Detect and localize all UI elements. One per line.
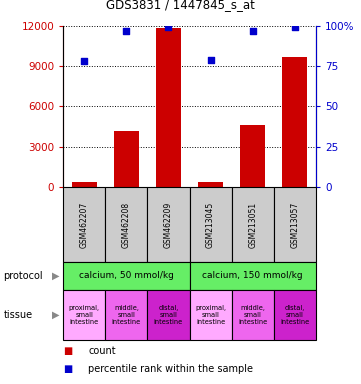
Text: GSM213051: GSM213051 xyxy=(248,201,257,248)
Text: count: count xyxy=(88,346,116,356)
Bar xyxy=(147,187,190,262)
Bar xyxy=(190,290,232,340)
Text: protocol: protocol xyxy=(4,271,43,281)
Bar xyxy=(232,187,274,262)
Text: GSM462209: GSM462209 xyxy=(164,201,173,248)
Bar xyxy=(190,187,232,262)
Text: GDS3831 / 1447845_s_at: GDS3831 / 1447845_s_at xyxy=(106,0,255,11)
Text: calcium, 50 mmol/kg: calcium, 50 mmol/kg xyxy=(79,271,174,280)
Bar xyxy=(114,131,139,187)
Text: ■: ■ xyxy=(63,364,73,374)
Text: proximal,
small
intestine: proximal, small intestine xyxy=(69,305,100,325)
Bar xyxy=(105,290,147,340)
Bar xyxy=(198,182,223,187)
Text: GSM213045: GSM213045 xyxy=(206,201,215,248)
Bar xyxy=(156,28,181,187)
Bar xyxy=(274,290,316,340)
Point xyxy=(81,58,87,64)
Text: middle,
small
intestine: middle, small intestine xyxy=(112,305,141,325)
Bar xyxy=(232,290,274,340)
Bar xyxy=(274,187,316,262)
Bar xyxy=(240,125,265,187)
Bar xyxy=(282,56,308,187)
Text: middle,
small
intestine: middle, small intestine xyxy=(238,305,268,325)
Text: percentile rank within the sample: percentile rank within the sample xyxy=(88,364,253,374)
Text: calcium, 150 mmol/kg: calcium, 150 mmol/kg xyxy=(203,271,303,280)
Point xyxy=(292,24,298,30)
Text: GSM462208: GSM462208 xyxy=(122,201,131,248)
Text: distal,
small
intestine: distal, small intestine xyxy=(280,305,309,325)
Bar xyxy=(63,262,190,290)
Text: proximal,
small
intestine: proximal, small intestine xyxy=(195,305,226,325)
Point xyxy=(123,28,129,34)
Text: ▶: ▶ xyxy=(52,310,60,320)
Point xyxy=(250,28,256,34)
Text: ▶: ▶ xyxy=(52,271,60,281)
Bar xyxy=(63,187,105,262)
Text: ■: ■ xyxy=(63,346,73,356)
Text: tissue: tissue xyxy=(4,310,33,320)
Bar xyxy=(71,182,97,187)
Text: GSM213057: GSM213057 xyxy=(290,201,299,248)
Bar xyxy=(105,187,147,262)
Text: GSM462207: GSM462207 xyxy=(80,201,89,248)
Bar xyxy=(190,262,316,290)
Bar xyxy=(63,290,105,340)
Text: distal,
small
intestine: distal, small intestine xyxy=(154,305,183,325)
Point xyxy=(208,56,213,63)
Bar xyxy=(147,290,190,340)
Point xyxy=(166,24,171,30)
